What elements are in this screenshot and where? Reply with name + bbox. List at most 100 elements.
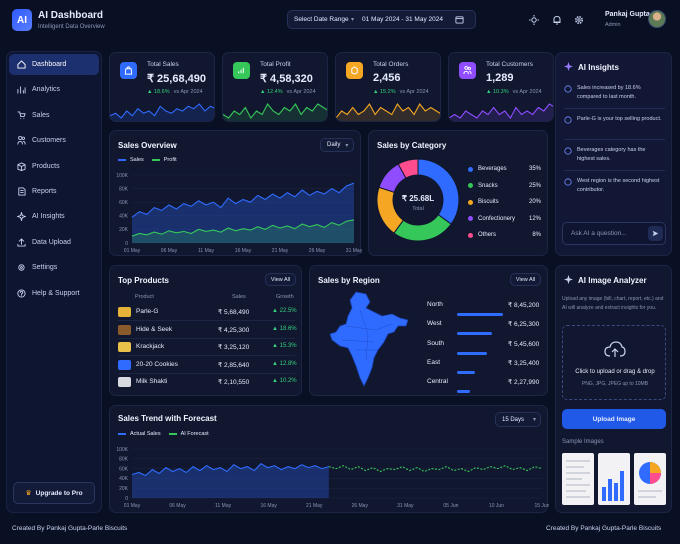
sidebar-item-ai-insights[interactable]: AI Insights [9,206,99,227]
sidebar-item-help-support[interactable]: Help & Support [9,283,99,304]
chevron-down-icon: ▾ [345,142,349,149]
kpi-value: ₹ 4,58,320 [260,73,313,85]
product-name[interactable]: 20-20 Cookies [136,360,178,368]
kpi-card-total-customers: Total Customers 1,289 ▲ 10.3% vs Apr 2024 [448,52,554,122]
bell-icon[interactable] [552,15,562,25]
date-range-value: 01 May 2024 - 31 May 2024 [362,16,443,23]
sales-overview-period-select[interactable]: Daily ▾ [320,138,354,152]
send-button[interactable] [648,226,663,241]
sidebar-item-analytics[interactable]: Analytics [9,79,99,100]
category-legend-item: Biscuits 20% [468,199,541,205]
growth-value: 10.2% [279,378,297,384]
sales-overview-legend: Sales Profit [118,157,177,163]
x-tick-label: 11 May [198,248,215,254]
insight-item: West region is the second highest contri… [564,177,663,195]
x-tick-label: 01 May [124,503,141,509]
crown-icon: ♛ [25,490,32,497]
product-growth: ▲ 22.5% [272,308,297,314]
category-name: Others [478,232,497,238]
trend-period-select[interactable]: 15 Days ▾ [495,412,541,427]
sidebar-item-reports[interactable]: Reports [9,181,99,202]
product-growth: ▲ 10.2% [272,378,297,384]
sample-image-chart[interactable] [598,453,630,505]
kpi-compare: vs Apr 2024 [512,89,542,95]
kpi-card-total-sales: Total Sales ₹ 25,68,490 ▲ 18.6% vs Apr 2024 [109,52,215,122]
kpi-value: ₹ 25,68,490 [147,73,206,85]
india-map [329,291,409,387]
kpi-change-value: 10.3% [492,89,509,95]
sidebar-item-dashboard[interactable]: Dashboard [9,54,99,75]
legend-actual: Actual Sales [130,431,161,437]
theme-sun-icon[interactable] [529,15,539,25]
sales-area [132,183,354,243]
sparkline-area [449,104,553,121]
product-name[interactable]: Parle-G [136,308,159,315]
arrow-up-icon: ▲ [272,308,280,314]
sidebar-item-label: Help & Support [32,289,80,297]
x-tick-label: 05 Jun [443,503,458,509]
sidebar-item-label: Settings [32,264,58,272]
y-tick-label: 40K [119,476,129,482]
category-name: Snacks [478,182,498,189]
sidebar-item-data-upload[interactable]: Data Upload [9,232,99,253]
ask-ai-placeholder: Ask AI a question... [571,230,627,237]
sidebar-item-sales[interactable]: Sales [9,105,99,126]
col-growth: Growth [276,294,294,300]
sidebar-item-customers[interactable]: Customers [9,130,99,151]
money-icon [233,62,250,79]
sample-images-label: Sample Images [562,439,604,445]
bar-chart-thumbnail [602,471,624,501]
product-name[interactable]: Krackjack [136,343,165,350]
dropzone-label: Click to upload or drag & drop [575,369,655,375]
arrow-up-icon: ▲ [272,343,280,349]
sidebar-item-label: AI Insights [32,213,65,221]
upload-image-button[interactable]: Upload Image [562,409,666,429]
kpi-value: 2,456 [373,72,401,84]
insight-text: Sales increased by 18.6% compared to las… [577,85,641,100]
product-name[interactable]: Hide & Seek [136,325,173,333]
date-range-picker[interactable]: Select Date Range ▾ 01 May 2024 - 31 May… [287,10,476,29]
region-name: West [427,320,442,328]
gear-icon[interactable] [574,15,584,25]
region-name: North [427,301,443,308]
sparkline-area [110,104,214,121]
legend-sales: Sales [130,157,144,163]
category-pct: 8% [532,232,541,238]
sales-trend-title: Sales Trend with Forecast [118,414,217,423]
y-tick-label: 0 [125,241,128,247]
sparkline-line [223,102,327,119]
sample-image-report[interactable] [634,453,666,505]
y-tick-label: 100K [116,173,128,179]
sample-image-bill[interactable] [562,453,594,505]
product-name[interactable]: Milk Shakti [136,378,168,385]
sidebar-item-products[interactable]: Products [9,156,99,177]
upgrade-label: Upgrade to Pro [35,489,83,497]
product-thumbnail [118,359,131,370]
calendar-icon [455,16,464,24]
y-tick-label: 60K [119,200,129,206]
region-view-all[interactable]: View All [510,273,541,286]
kpi-change: ▲ 12.4% vs Apr 2024 [260,89,316,95]
divider [118,355,295,356]
product-thumbnail [118,324,131,335]
sidebar-item-settings[interactable]: Settings [9,257,99,278]
upgrade-button[interactable]: ♛ Upgrade to Pro [13,482,95,504]
gear-icon [18,264,25,271]
insight-item: Parle-G is your top selling product. [564,115,663,124]
send-icon [652,230,659,237]
app-subtitle: Intelligent Data Overview [38,24,105,30]
cloud-upload-icon [604,341,626,357]
avatar[interactable] [648,10,666,28]
product-sales: ₹ 2,85,640 [218,361,250,369]
ask-ai-input[interactable]: Ask AI a question... [562,222,666,245]
region-value: ₹ 3,25,400 [508,359,540,367]
help-icon [17,289,26,298]
region-bar [457,313,503,316]
sidebar-item-label: Analytics [32,86,61,94]
category-pct: 12% [528,215,541,222]
upload-dropzone[interactable]: Click to upload or drag & drop PNG, JPG,… [562,325,666,400]
kpi-sparkline [336,102,440,121]
trend-legend: Actual Sales AI Forecast [118,431,209,437]
top-products-view-all[interactable]: View All [265,273,296,286]
sales-line [131,182,355,218]
